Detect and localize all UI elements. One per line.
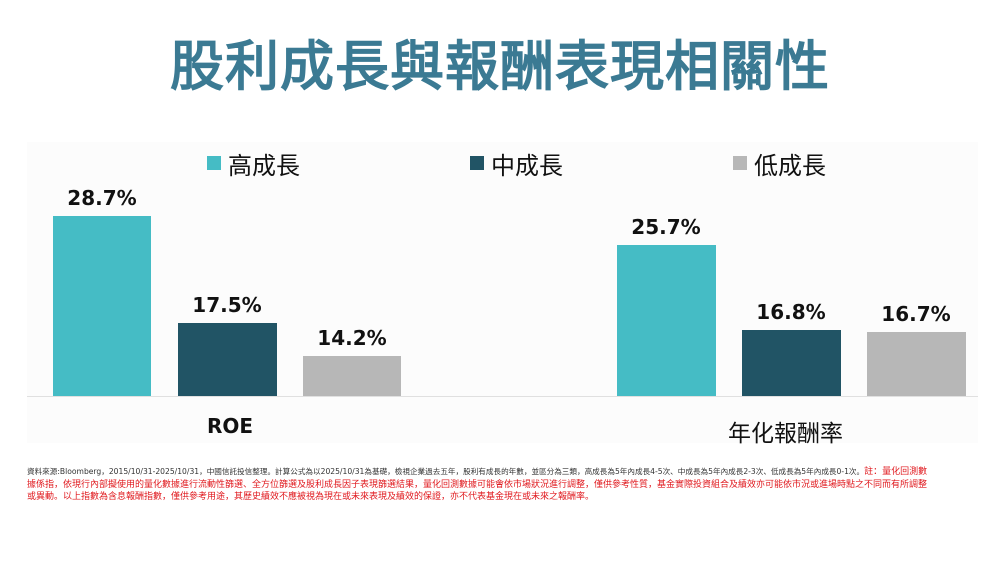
legend-label-mid: 中成長 bbox=[491, 151, 563, 180]
bar-annual-high bbox=[617, 245, 716, 396]
bar-label-annual-low: 16.7% bbox=[881, 302, 951, 326]
legend-item-low: 低成長 bbox=[733, 148, 826, 180]
bar-label-roe-low: 14.2% bbox=[317, 326, 387, 350]
legend-item-mid: 中成長 bbox=[470, 148, 563, 180]
category-label-roe: ROE bbox=[206, 414, 254, 438]
x-axis-line bbox=[27, 396, 978, 397]
bar-annual-low bbox=[867, 332, 966, 396]
legend-label-low: 低成長 bbox=[754, 151, 826, 180]
legend-swatch-mid-icon bbox=[470, 156, 484, 170]
bar-label-annual-high: 25.7% bbox=[631, 215, 701, 239]
legend-swatch-low-icon bbox=[733, 156, 747, 170]
bar-label-annual-mid: 16.8% bbox=[756, 300, 826, 324]
bar-label-roe-high: 28.7% bbox=[67, 186, 137, 210]
footnote-source: 資料來源:Bloomberg，2015/10/31-2025/10/31，中國信… bbox=[27, 467, 865, 476]
page-title: 股利成長與報酬表現相關性 bbox=[170, 35, 830, 98]
bar-annual-mid bbox=[742, 330, 841, 396]
footnote-disclaimer: 註：量化回測數據係指，依現行內部擬使用的量化數據進行流動性篩選、全方位篩選及股利… bbox=[27, 467, 928, 502]
footnote: 資料來源:Bloomberg，2015/10/31-2025/10/31，中國信… bbox=[27, 466, 932, 504]
category-label-annual-return: 年化報酬率 bbox=[728, 421, 843, 447]
bar-roe-mid bbox=[178, 323, 277, 396]
legend-label-high: 高成長 bbox=[228, 151, 300, 180]
legend-swatch-high-icon bbox=[207, 156, 221, 170]
bar-roe-high bbox=[53, 216, 151, 396]
bar-label-roe-mid: 17.5% bbox=[192, 293, 262, 317]
legend-item-high: 高成長 bbox=[207, 148, 300, 180]
bar-roe-low bbox=[303, 356, 401, 396]
